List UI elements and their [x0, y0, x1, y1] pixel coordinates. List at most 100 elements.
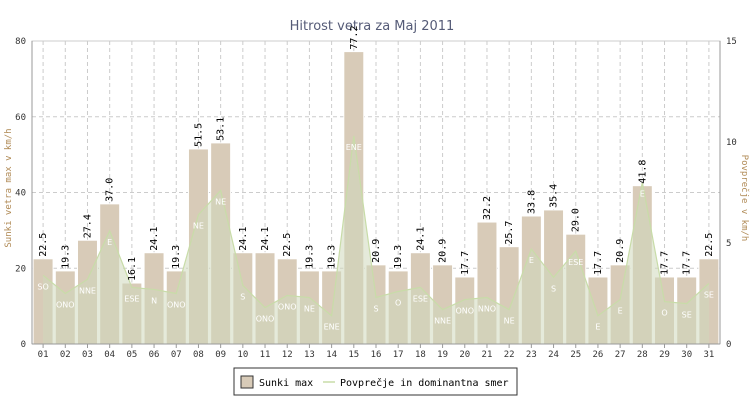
x-tick-label: 25 [570, 350, 581, 360]
bar-value-label: 37.0 [105, 178, 116, 202]
direction-label: E [618, 307, 623, 316]
y-axis-right-label: Povprečje v km/h [739, 155, 750, 242]
bar-value-label: 22.5 [704, 233, 715, 257]
bar-value-label: 17.7 [593, 251, 604, 275]
y-tick-left: 40 [15, 189, 26, 199]
bar-value-label: 19.3 [60, 245, 71, 269]
bar-value-label: 24.1 [238, 227, 249, 251]
x-tick-label: 02 [60, 350, 71, 360]
bar-value-label: 19.3 [304, 245, 315, 269]
x-tick-label: 29 [659, 350, 670, 360]
bar-value-label: 19.3 [393, 245, 404, 269]
legend-label-sunki: Sunki max [259, 378, 313, 389]
x-tick-label: 11 [260, 350, 271, 360]
bar-value-label: 51.5 [193, 123, 204, 147]
direction-label: ONO [455, 307, 474, 316]
legend-label-povprecje: Povprečje in dominantna smer [340, 377, 509, 389]
y-tick-right: 15 [726, 37, 737, 47]
direction-label: NE [504, 317, 515, 326]
direction-label: O [395, 298, 401, 307]
x-tick-label: 05 [126, 350, 137, 360]
direction-label: NE [193, 222, 204, 231]
bar-value-label: 33.8 [526, 190, 537, 214]
bar-value-label: 20.9 [615, 239, 626, 263]
bar-value-label: 22.5 [282, 233, 293, 257]
bar-value-label: 19.3 [327, 245, 338, 269]
area-fill [43, 135, 709, 344]
direction-label: N [151, 296, 157, 305]
bar-value-label: 22.5 [38, 233, 49, 257]
x-tick-label: 21 [482, 350, 493, 360]
x-tick-label: 08 [193, 350, 204, 360]
direction-label: SE [682, 311, 692, 320]
x-tick-label: 14 [326, 350, 337, 360]
x-tick-label: 17 [393, 350, 404, 360]
x-tick-label: 19 [437, 350, 448, 360]
x-tick-label: 22 [504, 350, 515, 360]
direction-label: ONO [56, 301, 75, 310]
direction-label: SO [37, 282, 48, 291]
x-tick-label: 30 [681, 350, 692, 360]
x-tick-label: 12 [282, 350, 293, 360]
bar-value-label: 20.9 [371, 239, 382, 263]
y-tick-left: 60 [15, 113, 26, 123]
x-tick-label: 04 [104, 350, 115, 360]
direction-label: NE [304, 305, 315, 314]
bar-value-label: 25.7 [504, 221, 515, 245]
x-tick-label: 03 [82, 350, 93, 360]
legend-swatch-sunki [240, 375, 254, 389]
x-tick-label: 18 [415, 350, 426, 360]
x-tick-label: 06 [149, 350, 160, 360]
direction-label: NE [215, 197, 226, 206]
bar-value-label: 41.8 [637, 160, 648, 184]
y-tick-left: 20 [15, 264, 26, 274]
bar-value-label: 32.2 [482, 196, 493, 220]
x-tick-label: 24 [548, 350, 559, 360]
x-tick-label: 16 [371, 350, 382, 360]
area-series [42, 135, 710, 344]
x-tick-label: 07 [171, 350, 182, 360]
bar-value-label: 53.1 [216, 117, 227, 141]
direction-label: S [240, 292, 245, 301]
direction-label: SE [704, 290, 714, 299]
x-tick-label: 15 [348, 350, 359, 360]
y-tick-right: 5 [726, 239, 731, 249]
bar-value-label: 27.4 [82, 214, 93, 238]
x-tick-label: 10 [237, 350, 248, 360]
direction-label: NNE [79, 286, 96, 295]
bar-value-label: 24.1 [260, 227, 271, 251]
x-tick-label: 26 [593, 350, 604, 360]
x-tick-label: 23 [526, 350, 537, 360]
x-tick-label: 01 [38, 350, 49, 360]
direction-label: ONO [167, 301, 186, 310]
bar-value-label: 16.1 [127, 257, 138, 281]
bar-value-label: 17.7 [460, 251, 471, 275]
bar-value-label: 17.7 [682, 251, 693, 275]
direction-label: ESE [568, 258, 583, 267]
direction-label: ESE [124, 294, 139, 303]
bar-value-label: 24.1 [149, 227, 160, 251]
x-tick-label: 28 [637, 350, 648, 360]
y-tick-left: 80 [15, 37, 26, 47]
chart-title: Hitrost vetra za Maj 2011 [290, 19, 455, 34]
bar-value-label: 35.4 [549, 184, 560, 208]
y-tick-right: 0 [726, 340, 731, 350]
x-tick-label: 31 [703, 350, 714, 360]
y-tick-right: 10 [726, 138, 737, 148]
x-tick-label: 09 [215, 350, 226, 360]
y-tick-left: 0 [21, 340, 26, 350]
area-line [42, 135, 710, 317]
direction-label: ENE [346, 143, 362, 152]
bar-value-label: 19.3 [171, 245, 182, 269]
direction-label: NNO [478, 305, 496, 314]
direction-label: O [661, 309, 667, 318]
direction-label: S [373, 305, 378, 314]
direction-label: S [551, 284, 556, 293]
x-tick-label: 13 [304, 350, 315, 360]
direction-label: ENE [324, 323, 340, 332]
direction-label: E [595, 323, 600, 332]
direction-label: E [107, 238, 112, 247]
bar-value-label: 77.2 [349, 26, 360, 50]
